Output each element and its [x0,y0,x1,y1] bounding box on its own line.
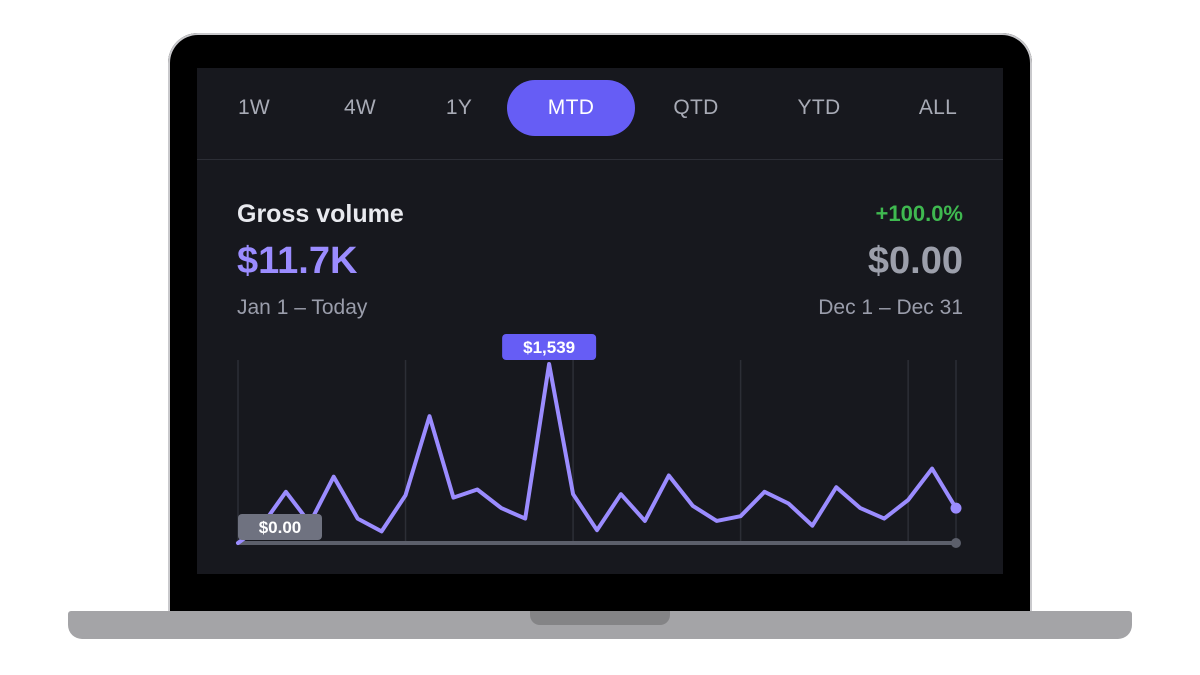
start-tooltip-box [238,514,322,540]
peak-tooltip-label: $1,539 [523,338,575,357]
period-tabs: 1W 4W 1Y MTD QTD YTD ALL [197,68,1003,160]
dashboard-screen: 1W 4W 1Y MTD QTD YTD ALL Gross volume $1… [197,68,1003,574]
tab-ytd[interactable]: YTD [797,96,841,119]
start-tooltip: $0.00 [238,514,322,540]
current-value: $11.7K [237,240,358,282]
tab-1y[interactable]: 1Y [445,96,473,119]
previous-value: $0.00 [867,240,963,282]
tab-all[interactable]: ALL [918,96,958,119]
tab-4w[interactable]: 4W [343,96,377,119]
peak-tooltip: $1,539 [502,334,597,360]
current-period-line [236,362,958,545]
current-date-range: Jan 1 – Today [237,296,368,319]
percent-change: +100.0% [875,201,963,226]
tab-mtd[interactable]: MTD [507,80,635,136]
peak-tooltip-box [502,334,597,360]
gross-volume-chart: $1,539 $0.00 [236,334,962,548]
previous-date-range: Dec 1 – Dec 31 [818,296,963,319]
start-tooltip-label: $0.00 [259,518,302,537]
laptop-notch [530,611,670,625]
metric-title: Gross volume [237,200,404,228]
current-period-end-dot [950,502,962,514]
previous-period-end-dot [951,538,961,548]
tab-1w[interactable]: 1W [237,96,271,119]
tab-qtd[interactable]: QTD [673,96,719,119]
